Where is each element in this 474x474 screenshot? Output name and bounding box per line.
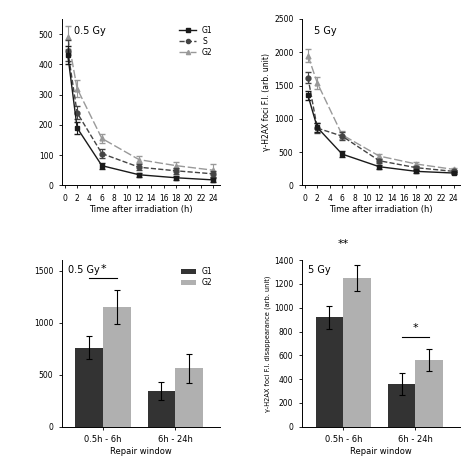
Legend: G1, G2: G1, G2	[178, 264, 216, 290]
X-axis label: Time after irradiation (h): Time after irradiation (h)	[329, 205, 433, 214]
Y-axis label: γ-H2AX foci F.I. disappearance (arb. unit): γ-H2AX foci F.I. disappearance (arb. uni…	[265, 275, 271, 411]
X-axis label: Repair window: Repair window	[350, 447, 411, 456]
X-axis label: Time after irradiation (h): Time after irradiation (h)	[89, 205, 192, 214]
Text: *: *	[412, 323, 418, 333]
Bar	[415, 360, 443, 427]
Text: 0.5 Gy: 0.5 Gy	[74, 26, 106, 36]
Bar	[103, 307, 131, 427]
Bar	[75, 347, 103, 427]
Text: 0.5 Gy: 0.5 Gy	[68, 265, 100, 275]
Legend: G1, S, G2: G1, S, G2	[176, 23, 216, 60]
Text: 5 Gy: 5 Gy	[308, 265, 331, 275]
Text: **: **	[337, 239, 349, 249]
Bar	[147, 391, 175, 427]
X-axis label: Repair window: Repair window	[110, 447, 172, 456]
Bar	[316, 317, 343, 427]
Y-axis label: γ-H2AX foci F.I. (arb. unit): γ-H2AX foci F.I. (arb. unit)	[262, 53, 271, 151]
Text: *: *	[100, 264, 106, 274]
Bar	[388, 384, 415, 427]
Text: 5 Gy: 5 Gy	[314, 26, 337, 36]
Bar	[343, 278, 371, 427]
Bar	[175, 368, 203, 427]
